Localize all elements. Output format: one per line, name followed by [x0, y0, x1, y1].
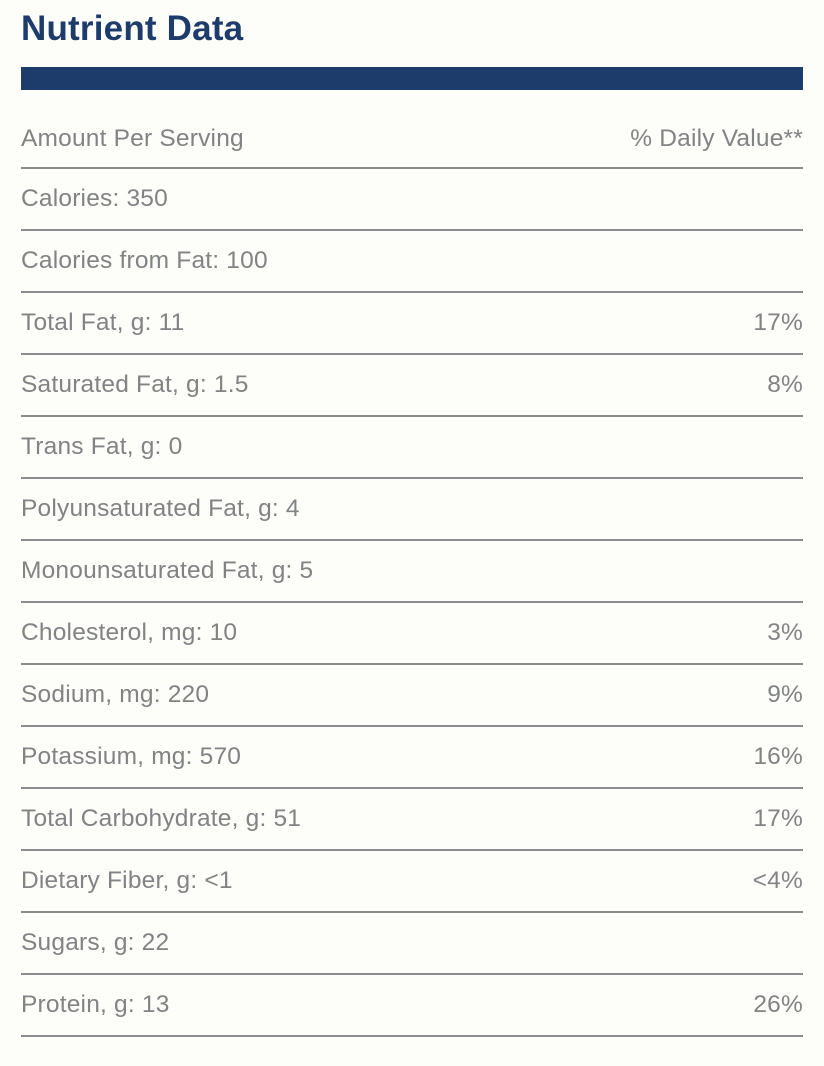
nutrient-label: Sodium, mg: 220: [21, 680, 210, 708]
daily-value: 17%: [753, 804, 803, 832]
daily-value: 3%: [767, 618, 803, 646]
nutrient-label: Trans Fat, g: 0: [21, 432, 183, 460]
daily-value: 9%: [767, 680, 803, 708]
table-row: Sodium, mg: 220 9%: [21, 665, 803, 727]
nutrient-label: Cholesterol, mg: 10: [21, 618, 238, 646]
nutrient-label: Potassium, mg: 570: [21, 742, 242, 770]
table-row: Potassium, mg: 570 16%: [21, 727, 803, 789]
table-row: Protein, g: 13 26%: [21, 975, 803, 1037]
amount-per-serving-header: Amount Per Serving: [21, 124, 244, 152]
nutrient-table: Amount Per Serving % Daily Value** Calor…: [21, 90, 803, 1037]
daily-value: 26%: [753, 990, 803, 1018]
daily-value: 16%: [753, 742, 803, 770]
daily-value-header: % Daily Value**: [630, 124, 803, 152]
table-row: Cholesterol, mg: 10 3%: [21, 603, 803, 665]
nutrient-label: Calories from Fat: 100: [21, 246, 268, 274]
nutrient-label: Sugars, g: 22: [21, 928, 170, 956]
table-row: Trans Fat, g: 0: [21, 417, 803, 479]
table-row: Calories: 350: [21, 169, 803, 231]
daily-value: 8%: [767, 370, 803, 398]
daily-value: <4%: [752, 866, 803, 894]
nutrient-label: Total Fat, g: 11: [21, 308, 185, 336]
table-row: Saturated Fat, g: 1.5 8%: [21, 355, 803, 417]
table-row: Calories from Fat: 100: [21, 231, 803, 293]
title-underline-bar: [21, 66, 803, 90]
table-row: Total Carbohydrate, g: 51 17%: [21, 789, 803, 851]
page-title: Nutrient Data: [21, 9, 244, 48]
daily-value: 17%: [753, 308, 803, 336]
table-row: Dietary Fiber, g: <1 <4%: [21, 851, 803, 913]
table-row: Total Fat, g: 11 17%: [21, 293, 803, 355]
table-row: Polyunsaturated Fat, g: 4: [21, 479, 803, 541]
nutrient-label: Saturated Fat, g: 1.5: [21, 370, 249, 398]
table-header-row: Amount Per Serving % Daily Value**: [21, 90, 803, 169]
nutrient-label: Monounsaturated Fat, g: 5: [21, 556, 314, 584]
nutrient-label: Calories: 350: [21, 184, 168, 212]
table-row: Monounsaturated Fat, g: 5: [21, 541, 803, 603]
nutrient-label: Total Carbohydrate, g: 51: [21, 804, 302, 832]
nutrient-label: Protein, g: 13: [21, 990, 170, 1018]
nutrient-label: Polyunsaturated Fat, g: 4: [21, 494, 300, 522]
nutrient-data-page: Nutrient Data Amount Per Serving % Daily…: [21, 9, 803, 1037]
table-row: Sugars, g: 22: [21, 913, 803, 975]
nutrient-label: Dietary Fiber, g: <1: [21, 866, 233, 894]
